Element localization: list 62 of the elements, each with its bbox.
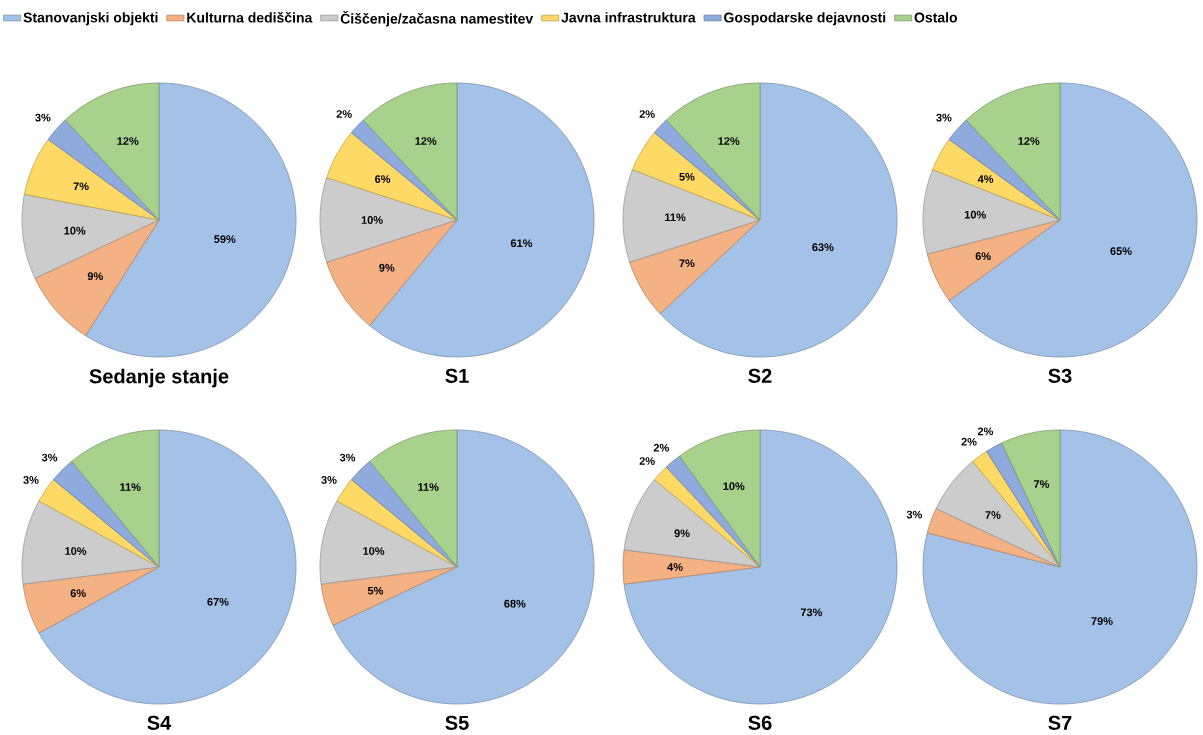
data-label: 2%: [336, 110, 352, 118]
data-label: 2%: [653, 443, 669, 452]
data-label: 63%: [812, 243, 834, 252]
data-label: 2%: [977, 427, 994, 436]
legend-label: Javna infrastruktura: [561, 12, 696, 23]
data-label: 12%: [117, 137, 139, 145]
text: S5: [445, 715, 469, 730]
text: S6: [748, 715, 772, 730]
data-label: 7%: [1034, 480, 1050, 488]
data-label: 10%: [363, 547, 385, 555]
data-label: 9%: [87, 272, 103, 281]
data-label: 6%: [70, 589, 86, 598]
data-label: 67%: [207, 597, 229, 606]
data-label: 12%: [1018, 137, 1040, 145]
data-label: 79%: [1091, 617, 1113, 626]
data-label: 5%: [367, 586, 384, 595]
data-label: 2%: [961, 437, 977, 446]
data-label: 10%: [964, 210, 986, 219]
data-label: 12%: [718, 137, 740, 145]
data-label: 3%: [321, 476, 337, 484]
data-label: 59%: [214, 235, 236, 243]
text: S3: [1048, 368, 1072, 383]
text: S4: [147, 715, 172, 730]
text: Sedanje stanje: [89, 368, 229, 388]
data-label: 2%: [639, 110, 655, 118]
data-label: 3%: [906, 510, 922, 519]
data-label: 7%: [73, 182, 89, 191]
legend-label: Čiščenje/začasna namestitev: [340, 10, 534, 27]
data-label: 3%: [35, 113, 51, 122]
legend-label: Gospodarske dejavnosti: [724, 12, 886, 26]
data-label: 61%: [510, 239, 533, 248]
data-label: 10%: [64, 226, 86, 235]
legend-label: Ostalo: [914, 12, 958, 23]
data-label: 7%: [985, 511, 1001, 519]
data-label: 9%: [674, 529, 690, 538]
data-label: 4%: [667, 563, 683, 571]
data-label: 3%: [23, 476, 39, 484]
data-label: 10%: [65, 547, 87, 555]
data-label: 65%: [1110, 247, 1132, 255]
data-label: 12%: [415, 137, 437, 145]
data-label: 6%: [375, 175, 391, 183]
data-label: 4%: [977, 175, 994, 183]
data-label: 6%: [975, 252, 991, 261]
data-label: 3%: [339, 453, 356, 462]
data-label: 3%: [936, 113, 952, 122]
data-label: 7%: [679, 259, 695, 268]
legend-label: Kulturna dediščina: [187, 12, 313, 23]
data-label: 9%: [379, 263, 395, 272]
data-label: 2%: [639, 457, 655, 465]
data-label: 5%: [679, 172, 695, 181]
data-label: 68%: [504, 599, 526, 608]
data-label: 11%: [120, 483, 141, 491]
data-label: 10%: [723, 482, 745, 491]
data-label: 11%: [418, 483, 439, 491]
legend-label: Stanovanjski objekti: [23, 12, 158, 26]
data-label: 3%: [41, 453, 58, 462]
text: S7: [1048, 715, 1072, 730]
text: S1: [445, 368, 469, 383]
data-label: 11%: [665, 213, 686, 222]
data-label: 73%: [800, 608, 823, 617]
text: S2: [748, 368, 772, 383]
data-label: 10%: [361, 216, 383, 224]
